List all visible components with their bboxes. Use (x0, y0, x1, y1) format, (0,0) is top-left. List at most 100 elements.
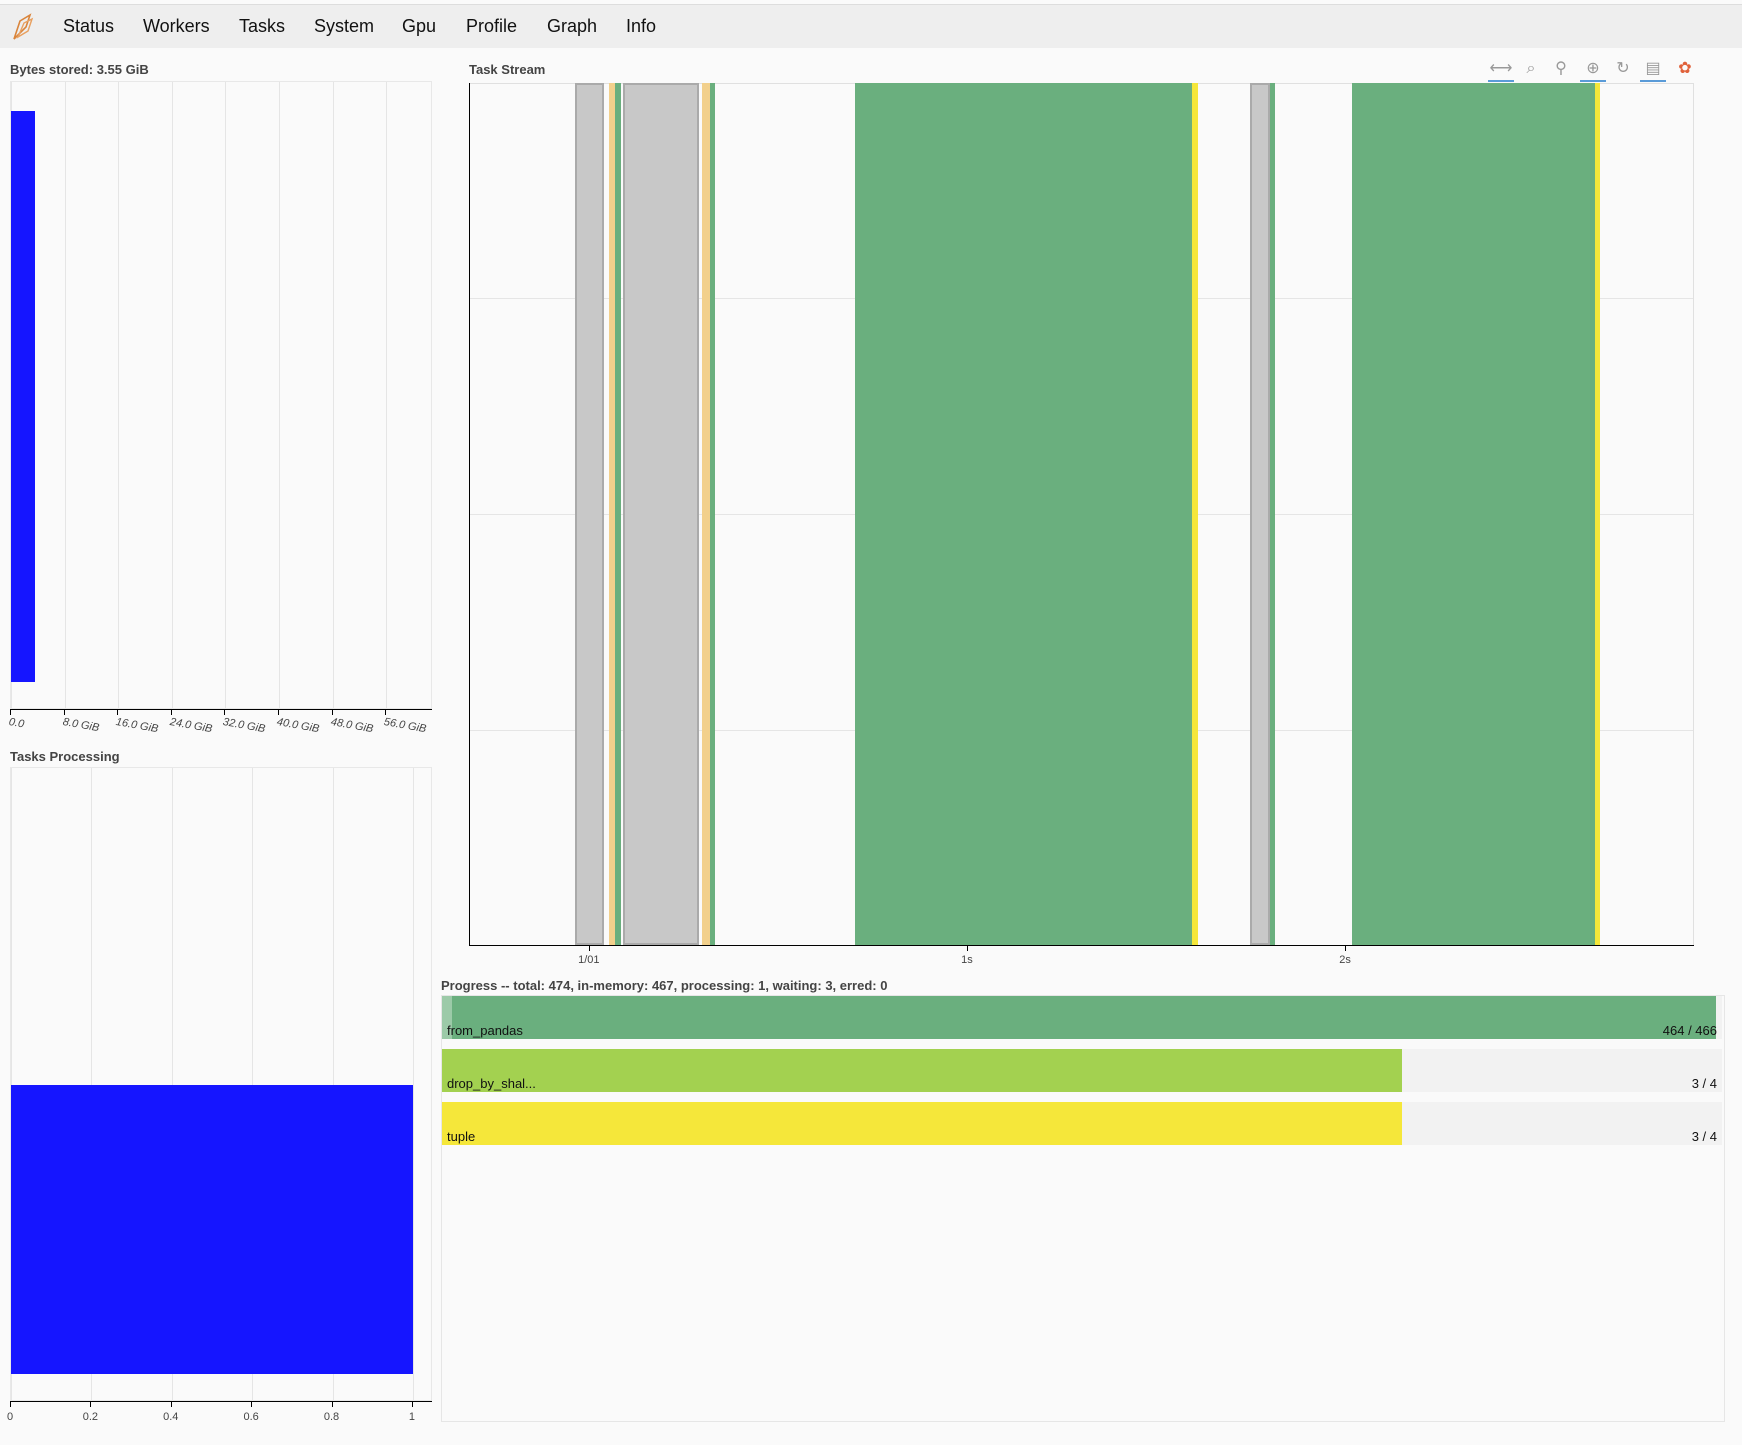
grid-line (278, 82, 280, 708)
nav-item-workers[interactable]: Workers (143, 16, 210, 36)
grid-line (225, 82, 227, 708)
x-tick (331, 709, 333, 715)
progress-label: drop_by_shal... (447, 1076, 536, 1091)
bytes-stored-title: Bytes stored: 3.55 GiB (10, 62, 149, 77)
hover-icon[interactable]: ▤ (1640, 58, 1666, 82)
x-tick-label: 1/01 (578, 954, 600, 966)
x-tick-label: 0.0 (7, 716, 26, 731)
x-tick (588, 945, 590, 951)
progress-label: tuple (447, 1129, 476, 1144)
nav-item-graph[interactable]: Graph (547, 16, 598, 36)
x-tick-label: 0.4 (163, 1411, 179, 1423)
x-tick-label: 16.0 GiB (115, 716, 160, 736)
processing-bar[interactable] (11, 1085, 413, 1374)
task-rect[interactable] (709, 83, 715, 945)
progress-count: 464 / 466 (1662, 1023, 1717, 1038)
task-stream-title: Task Stream (469, 62, 546, 77)
x-tick-label: 8.0 GiB (61, 716, 100, 735)
x-axis (10, 1401, 432, 1402)
nav-item-tasks[interactable]: Tasks (239, 16, 286, 36)
x-tick-label: 0.2 (82, 1411, 99, 1423)
tasks-processing-title: Tasks Processing (10, 749, 120, 764)
x-tick (117, 709, 119, 715)
pan-icon[interactable]: ⟷ (1488, 58, 1514, 82)
nav-item-system[interactable]: System (314, 16, 375, 36)
nav-item-gpu[interactable]: Gpu (402, 16, 437, 36)
dask-logo-icon[interactable] (10, 13, 36, 41)
nav-item-profile[interactable]: Profile (466, 16, 518, 36)
grid-line (64, 82, 66, 708)
progress-row-dropbyshal[interactable]: drop_by_shal... 3 / 4 (442, 1049, 1722, 1092)
bytes-bar[interactable] (11, 111, 35, 682)
x-tick (411, 1401, 413, 1407)
task-rect[interactable] (1270, 83, 1275, 945)
grid-line (412, 768, 414, 1400)
reset-icon[interactable]: ↻ (1616, 60, 1630, 77)
x-tick-label: 40.0 GiB (275, 716, 321, 736)
nav-item-info[interactable]: Info (626, 16, 657, 36)
progress-label: from_pandas (447, 1023, 523, 1038)
progress-count: 3 / 4 (1691, 1129, 1717, 1144)
x-tick-label: 24.0 GiB (168, 716, 213, 736)
progress-fill (442, 1049, 1402, 1092)
x-tick-label: 32.0 GiB (222, 716, 267, 736)
x-tick-label: 48.0 GiB (329, 716, 374, 736)
x-tick (90, 1401, 92, 1407)
task-rect[interactable] (608, 83, 615, 945)
task-rect[interactable] (614, 83, 621, 945)
right-border (1693, 83, 1694, 945)
x-tick (10, 1401, 11, 1407)
x-tick-label: 2s (1339, 954, 1351, 966)
x-tick-label: 0 (6, 1411, 14, 1423)
tasks-processing-chart[interactable] (10, 767, 432, 1401)
x-tick-label: 1s (961, 954, 973, 966)
x-tick (966, 945, 968, 951)
x-tick-label: 1 (408, 1411, 415, 1423)
x-tick (10, 709, 11, 715)
task-rect[interactable] (1352, 83, 1596, 945)
progress-panel (441, 995, 1725, 1422)
progress-row-frompandas[interactable]: from_pandas 464 / 466 (442, 996, 1722, 1039)
task-rect[interactable] (701, 83, 710, 945)
x-tick-label: 56.0 GiB (383, 716, 428, 736)
grid-line (252, 768, 254, 1400)
x-tick (277, 709, 279, 715)
progress-count: 3 / 4 (1691, 1076, 1717, 1091)
progress-row-tuple[interactable]: tuple 3 / 4 (442, 1102, 1722, 1145)
task-rect[interactable] (1249, 83, 1271, 945)
grid-line (332, 768, 334, 1400)
x-tick (331, 1401, 333, 1407)
grid-line (386, 82, 388, 708)
box-zoom-icon[interactable]: ⌕ (1526, 60, 1536, 77)
wheel-zoom-icon[interactable]: ⚲ (1555, 60, 1567, 77)
progress-fill-released (442, 996, 453, 1039)
x-tick-label: 0.6 (243, 1411, 259, 1423)
x-tick-label: 0.8 (323, 1411, 340, 1423)
x-tick (63, 709, 65, 715)
nav-bar: Status Workers Tasks System Gpu Profile Graph I… (0, 4, 1742, 48)
bytes-stored-chart[interactable] (10, 81, 432, 709)
zoom-in-icon[interactable]: ⊕ (1580, 58, 1606, 82)
task-stream-chart[interactable] (469, 83, 1694, 945)
x-axis (10, 709, 432, 710)
task-rect[interactable] (622, 83, 699, 945)
x-tick (170, 709, 172, 715)
x-tick (385, 709, 387, 715)
bokeh-logo-icon[interactable]: ✿ (1678, 60, 1692, 77)
progress-fill (442, 1102, 1402, 1145)
grid-line (11, 768, 12, 1400)
grid-line (91, 768, 93, 1400)
x-tick (251, 1401, 253, 1407)
grid-line (332, 82, 334, 708)
task-rect[interactable] (1595, 83, 1601, 945)
task-rect[interactable] (854, 83, 1193, 945)
x-tick (224, 709, 226, 715)
x-tick (1345, 945, 1347, 951)
grid-line (171, 768, 173, 1400)
grid-line (118, 82, 120, 708)
nav-item-status[interactable]: Status (63, 16, 115, 36)
grid-line (171, 82, 173, 708)
task-rect[interactable] (1192, 83, 1198, 945)
progress-title: Progress -- total: 474, in-memory: 467, … (441, 978, 888, 993)
task-rect[interactable] (574, 83, 604, 945)
